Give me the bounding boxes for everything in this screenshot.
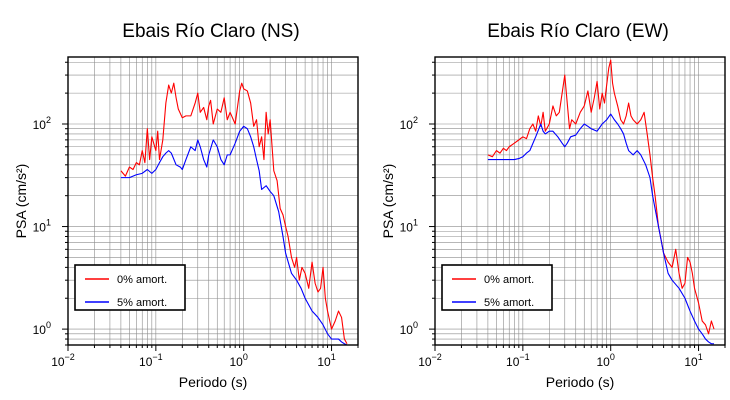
y-tick-label: 102 [400, 115, 418, 132]
y-tick-exponent: 0 [413, 320, 418, 330]
legend-box [74, 264, 186, 311]
x-tick-label: 100 [230, 352, 248, 369]
series-line-blue [120, 125, 348, 346]
x-tick-label: 10−2 [51, 352, 75, 369]
y-tick-exponent: 2 [46, 115, 51, 125]
y-axis-label: PSA (cm/s²) [13, 164, 29, 239]
series-line-red [120, 82, 348, 345]
y-tick-exponent: 0 [46, 320, 51, 330]
legend: 0% amort. 5% amort. [74, 264, 186, 311]
chart-title: Ebais Río Claro (EW) [487, 21, 669, 42]
x-tick-exponent: −2 [432, 352, 442, 362]
chart-panel-1: Ebais Río Claro (NS)10−2 10−1 100 101100101… [13, 21, 359, 390]
plot-frame [434, 56, 726, 346]
x-tick-label: 10−1 [506, 352, 530, 369]
legend-label: 0% amort. [117, 274, 167, 286]
y-tick-label: 100 [400, 320, 418, 337]
y-tick-label: 101 [400, 218, 418, 235]
y-ticks [429, 61, 435, 346]
legend-label: 0% amort. [484, 274, 534, 286]
x-tick-label: 100 [597, 352, 615, 369]
x-tick-label: 101 [317, 352, 335, 369]
series-line-red [487, 59, 715, 335]
x-tick-label: 10−2 [418, 352, 442, 369]
y-axis-label: PSA (cm/s²) [380, 164, 396, 239]
y-tick-exponent: 1 [46, 218, 51, 228]
plot-frame [67, 56, 359, 346]
x-tick-exponent: 1 [331, 352, 336, 362]
x-tick-label: 101 [684, 352, 702, 369]
x-ticks [67, 345, 359, 351]
x-ticks [434, 345, 726, 351]
x-tick-exponent: −1 [152, 352, 162, 362]
y-tick-exponent: 1 [413, 218, 418, 228]
y-ticks [62, 61, 68, 346]
series-line-blue [487, 113, 715, 345]
y-tick-label: 102 [33, 115, 51, 132]
legend-label: 5% amort. [484, 297, 534, 309]
x-tick-exponent: −2 [65, 352, 75, 362]
legend: 0% amort. 5% amort. [441, 264, 553, 311]
x-axis-label: Periodo (s) [179, 374, 247, 390]
x-tick-exponent: −1 [519, 352, 529, 362]
x-tick-exponent: 1 [698, 352, 703, 362]
x-axis-label: Periodo (s) [546, 374, 614, 390]
chart-title: Ebais Río Claro (NS) [122, 21, 299, 42]
y-tick-label: 101 [33, 218, 51, 235]
y-tick-exponent: 2 [413, 115, 418, 125]
chart-panel-2: Ebais Río Claro (EW)10−2 10−1 100 101100101… [380, 21, 726, 390]
x-tick-exponent: 0 [243, 352, 248, 362]
legend-label: 5% amort. [117, 297, 167, 309]
y-tick-label: 100 [33, 320, 51, 337]
x-tick-exponent: 0 [610, 352, 615, 362]
x-tick-label: 10−1 [139, 352, 163, 369]
